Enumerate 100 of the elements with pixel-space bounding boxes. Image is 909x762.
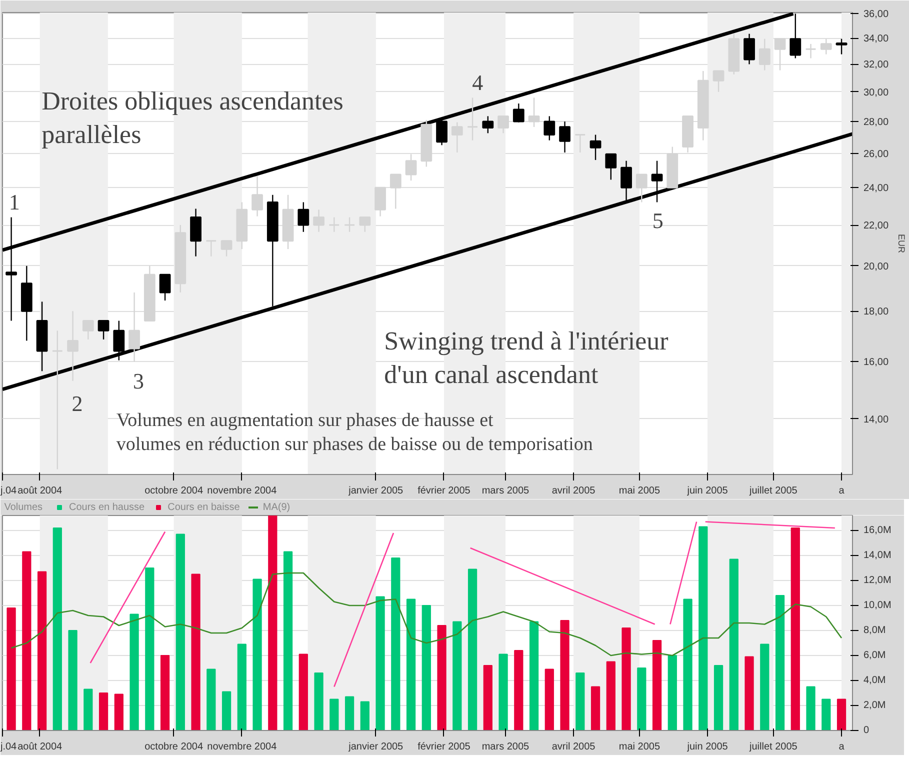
candlestick [436,119,448,146]
x-tick-label: novembre 2004 [207,742,278,752]
bar [422,605,431,730]
bar [483,665,492,730]
bar [452,621,462,730]
annotation: 4 [472,70,484,96]
bar [98,692,108,730]
y-tick-label: 28,00 [864,117,889,128]
candlestick [128,292,140,362]
bar [130,614,139,730]
candlestick [574,134,586,154]
y-tick-label: 30,00 [864,87,889,98]
x-tick-label: mars 2005 [482,742,530,752]
x-tick-label: octobre 2004 [144,486,204,496]
candlestick [328,216,340,232]
candlestick [758,38,770,71]
bar [237,644,246,730]
annotation: 1 [8,189,20,214]
bar [790,528,800,730]
y-tick-label: 0 [864,725,870,736]
y-tick-label: 10,0M [864,600,892,611]
x-tick-label: mai 2005 [618,742,660,752]
candlestick [744,33,755,65]
x-tick-label: novembre 2004 [207,486,278,496]
y-tick-label: 22,00 [864,220,889,232]
candlestick [359,216,371,232]
legend-label: MA(9) [262,501,290,513]
bar [391,558,400,730]
candlestick [113,320,125,361]
candlestick [390,174,402,210]
bar [576,672,585,730]
bar [114,694,124,730]
candlestick [774,38,786,71]
candlestick [512,102,524,123]
bar [560,620,570,730]
bar [52,528,62,730]
bar [544,668,554,730]
bar [176,534,185,730]
annotation: 2 [72,390,83,416]
x-tick-label: avril 2005 [552,486,596,496]
y-tick-label: 6,0M [864,650,886,661]
candlestick [374,186,386,217]
candlestick [344,216,356,232]
legend-label: Cours en baisse [168,501,240,513]
bar [744,656,754,730]
x-tick-label: février 2005 [418,486,471,496]
x-tick-label: avril 2005 [552,742,596,752]
bar [760,644,770,730]
y-tick-label: 8,0M [864,625,886,636]
x-tick-label: mars 2005 [482,486,530,496]
candlestick [252,176,263,217]
candlestick [836,38,848,55]
candlestick [205,240,217,257]
bar [145,568,154,730]
bar [729,558,738,730]
bar [330,698,339,730]
x-tick-label: a [838,486,845,496]
candlestick [220,240,232,257]
bar [514,650,524,730]
annotation: 5 [652,208,664,233]
candlestick [159,274,171,302]
candlestick [528,97,540,128]
bar [191,574,200,730]
bar [822,698,831,730]
x-tick-label: février 2005 [418,742,471,752]
x-tick-label: j.04 [0,742,18,752]
chart-title: Volumes [4,502,43,513]
y-tick-label: 20,00 [864,261,889,272]
bar [714,665,724,730]
candlestick [313,209,324,232]
x-tick-label: août 2004 [18,486,63,496]
x-tick-label: juillet 2005 [748,742,798,752]
y-tick-label: 32,00 [864,60,889,71]
y-tick-label: 14,00 [864,414,889,426]
y-tick-label: 16,00 [864,357,889,368]
annotation: 3 [133,368,144,394]
bar [498,654,508,730]
annotation: Volumes en augmentation sur phases de hausse et volumes en réduction sur phases de baisse ou de temporisation [116,410,594,455]
y-tick-label: 4,0M [864,675,886,686]
candlestick [805,43,816,59]
bar [37,571,47,730]
candlestick [82,320,94,340]
bar [222,691,232,730]
bar [406,598,416,730]
candlestick [451,122,463,154]
bar [652,640,662,730]
candlestick [190,208,202,257]
x-tick-label: janvier 2005 [348,486,404,496]
candlestick [298,202,310,232]
bar [344,696,354,730]
y-tick-label: 16,0M [864,525,892,536]
bar [836,698,846,730]
bar [283,551,293,730]
candlestick [544,116,556,141]
bar [376,596,385,730]
bar [206,668,216,730]
bar [606,661,616,730]
bar [160,655,170,730]
candlestick [651,160,663,203]
bar [622,628,631,730]
